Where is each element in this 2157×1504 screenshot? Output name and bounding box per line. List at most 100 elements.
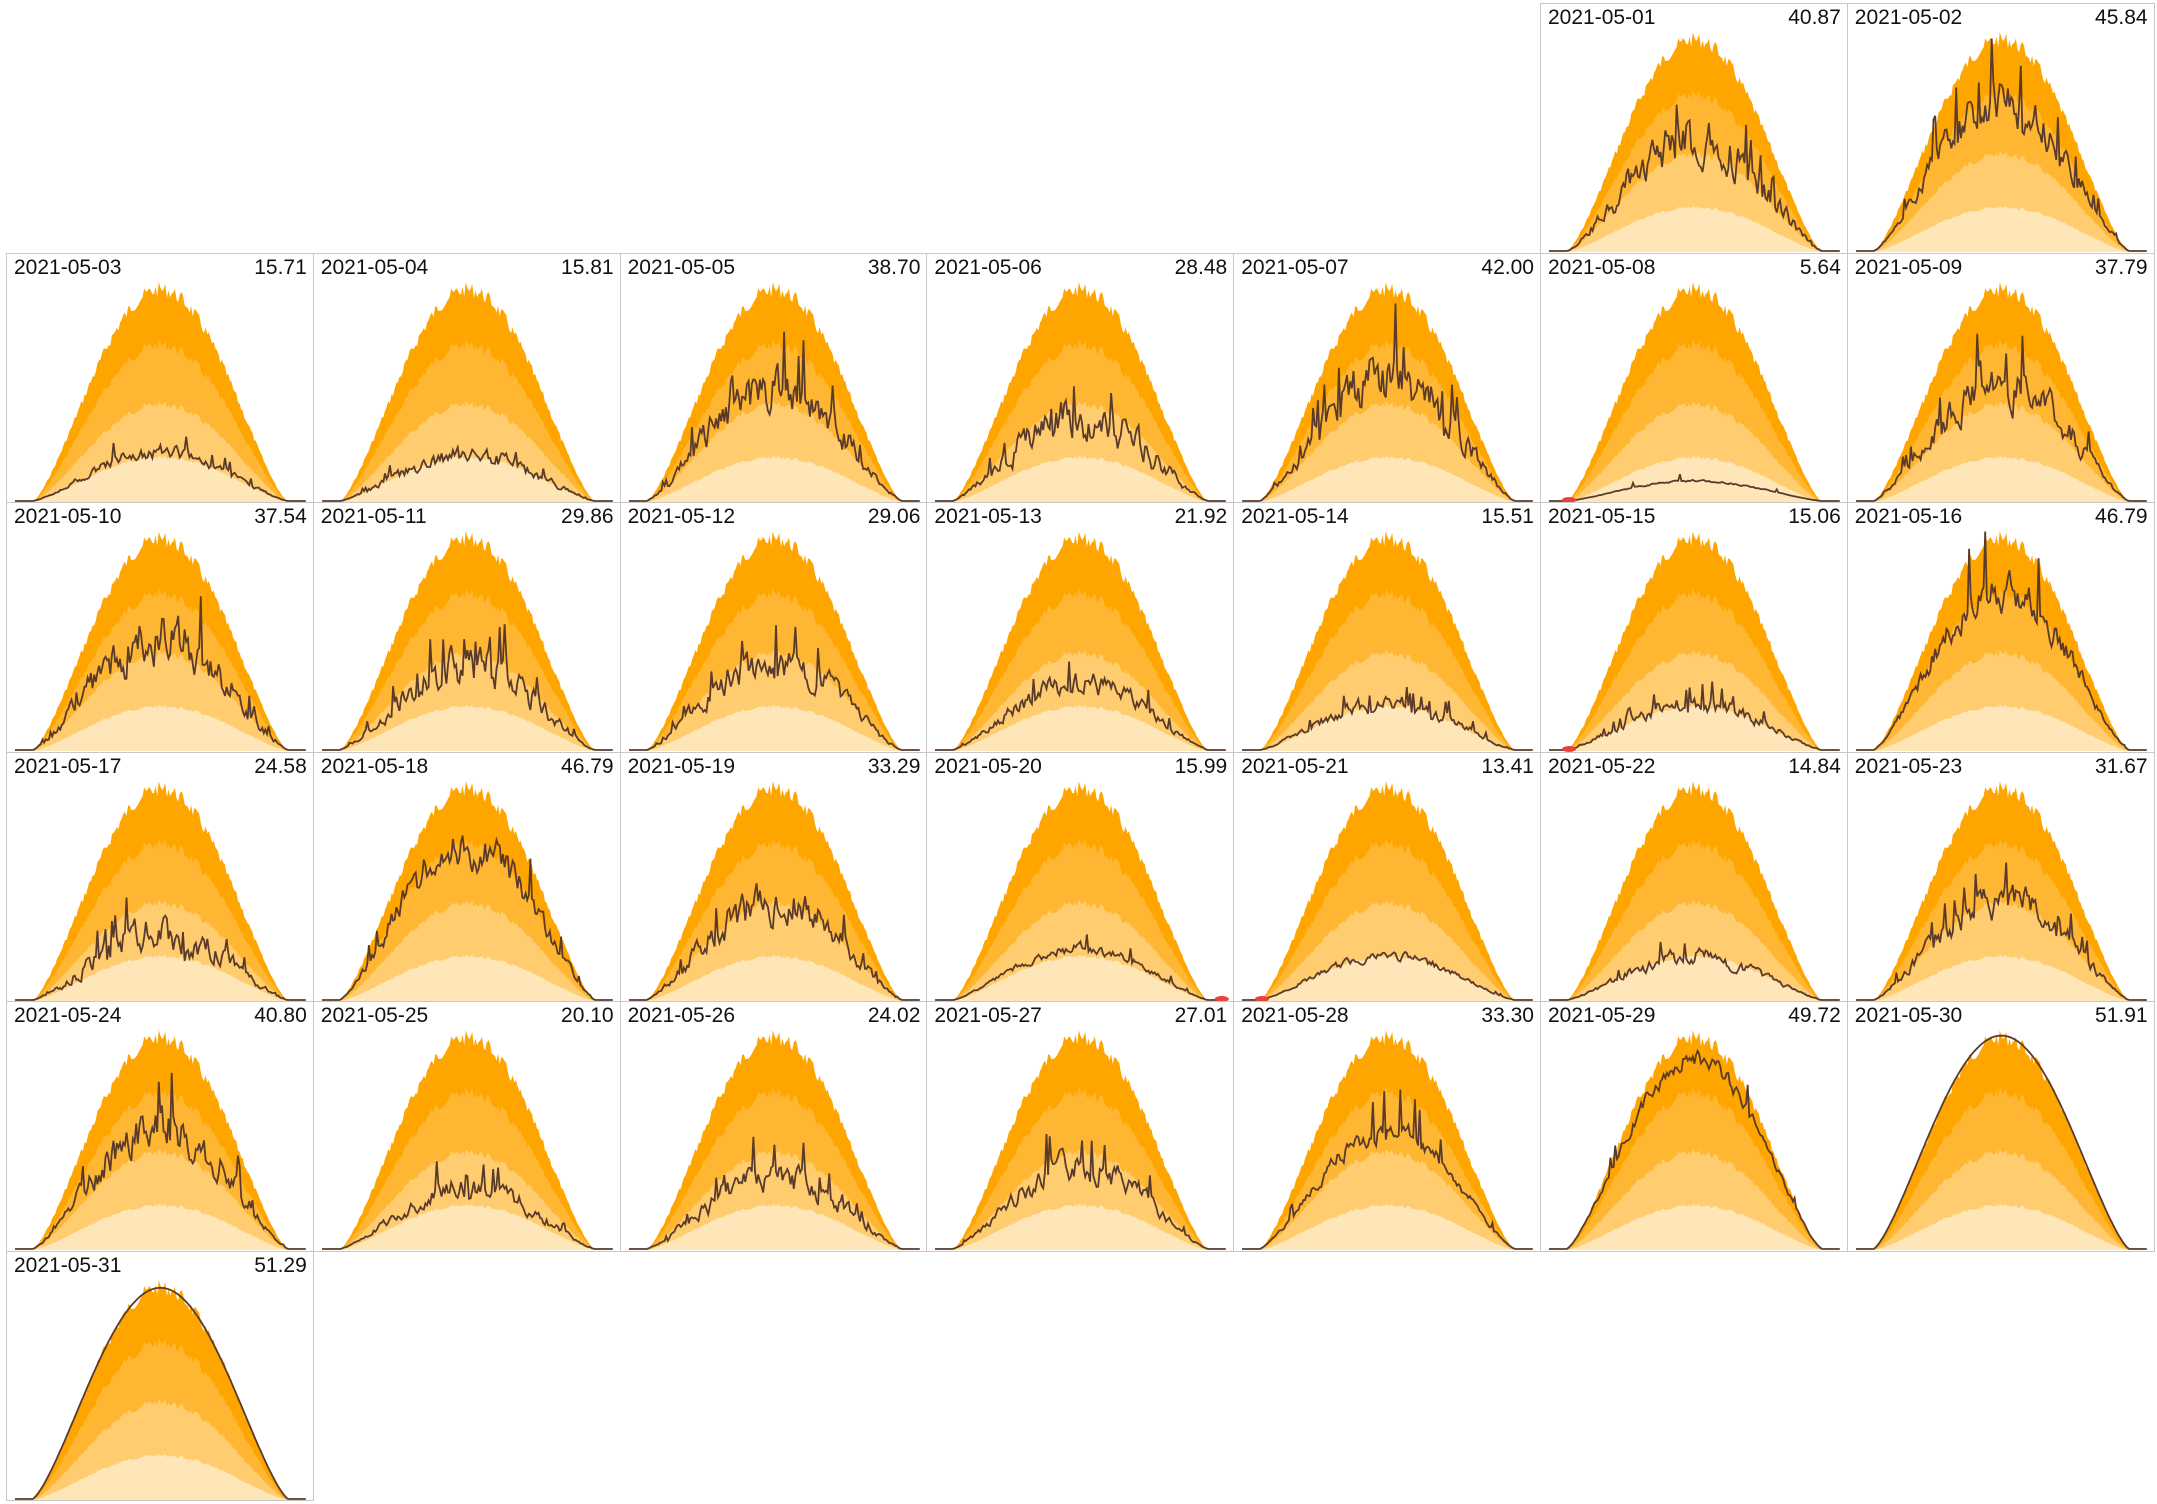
- band-inner: [1549, 704, 1840, 751]
- day-chart: [935, 1030, 1227, 1250]
- day-total-label: 20.10: [561, 1004, 614, 1027]
- observed-line: [1549, 941, 1840, 1001]
- observed-line: [15, 1286, 306, 1500]
- day-total-label: 33.30: [1481, 1004, 1534, 1027]
- band-inner: [628, 954, 920, 1001]
- day-panel: 2021-05-17 24.58: [6, 751, 314, 1002]
- band-middle: [628, 899, 920, 1001]
- band-middle: [1855, 1148, 2147, 1250]
- day-total-label: 49.72: [1788, 1004, 1841, 1027]
- day-chart: [1549, 1030, 1840, 1250]
- band-middle: [321, 899, 613, 1001]
- observed-line: [15, 1072, 306, 1250]
- band-inner: [935, 704, 1227, 751]
- day-date-label: 2021-05-20: [934, 754, 1042, 778]
- observed-line: [1549, 1048, 1840, 1250]
- band-middle: [1242, 400, 1533, 502]
- day-date-label: 2021-05-13: [934, 505, 1042, 528]
- day-panel: 2021-05-06 28.48: [926, 252, 1235, 503]
- day-date-label: 2021-05-29: [1548, 1004, 1656, 1027]
- day-total-label: 33.29: [867, 754, 921, 778]
- calendar-grid: 2021-05-01 40.87 2021-05-02 45.84 2021-05-03…: [6, 3, 2155, 1503]
- observed-line: [935, 1133, 1227, 1250]
- day-total-label: 29.86: [561, 505, 614, 528]
- band-middle: [1242, 1148, 1533, 1250]
- band-middle: [935, 649, 1227, 751]
- day-total-label: 27.01: [1174, 1004, 1228, 1027]
- day-chart: [321, 281, 613, 502]
- day-total-label: 21.92: [1174, 505, 1228, 528]
- low-marker: [1562, 746, 1576, 752]
- observed-line: [321, 443, 613, 502]
- band-inner: [628, 455, 920, 502]
- day-panel: 2021-05-14 15.51: [1233, 502, 1541, 753]
- band-inner: [1855, 704, 2147, 751]
- day-total-label: 14.84: [1788, 754, 1841, 778]
- day-total-label: 15.99: [1174, 754, 1228, 778]
- observed-line: [1242, 950, 1533, 1001]
- day-total-label: 46.79: [561, 754, 614, 778]
- day-total-label: 5.64: [1799, 255, 1841, 279]
- observed-line: [321, 834, 613, 1001]
- band-middle: [321, 1148, 613, 1250]
- day-total-label: 38.70: [867, 255, 921, 279]
- day-chart: [628, 1030, 920, 1250]
- observed-line: [1855, 1034, 2147, 1250]
- day-date-label: 2021-05-07: [1241, 255, 1349, 279]
- day-panel: 2021-05-19 33.29: [619, 751, 928, 1002]
- day-chart: [321, 780, 613, 1001]
- day-total-label: 24.58: [254, 754, 307, 778]
- day-total-label: 13.41: [1481, 754, 1534, 778]
- day-chart: [1855, 281, 2147, 502]
- day-date-label: 2021-05-05: [627, 255, 736, 279]
- day-date-label: 2021-05-15: [1548, 505, 1656, 528]
- day-date-label: 2021-05-21: [1241, 754, 1349, 778]
- band-middle: [1855, 400, 2147, 502]
- day-chart: [1549, 32, 1840, 253]
- day-total-label: 29.06: [867, 505, 921, 528]
- day-date-label: 2021-05-14: [1241, 505, 1349, 528]
- day-date-label: 2021-05-03: [14, 255, 122, 279]
- observed-line: [15, 596, 306, 751]
- observed-line: [1242, 1089, 1533, 1250]
- day-chart: [1855, 531, 2147, 751]
- day-chart: [935, 780, 1230, 1002]
- day-chart: [321, 531, 613, 751]
- day-chart: [15, 281, 306, 502]
- day-panel: 2021-05-24 40.80: [6, 1001, 314, 1252]
- band-middle: [1855, 150, 2147, 252]
- band-middle: [628, 1148, 920, 1250]
- day-date-label: 2021-05-02: [1854, 6, 1963, 29]
- band-middle: [628, 400, 920, 502]
- day-panel: 2021-05-02 45.84: [1846, 3, 2155, 254]
- day-panel: 2021-05-10 37.54: [6, 502, 314, 753]
- observed-line: [1242, 687, 1533, 751]
- day-panel: 2021-05-28 33.30: [1233, 1001, 1541, 1252]
- day-panel: 2021-05-11 29.86: [312, 502, 621, 753]
- band-inner: [935, 1203, 1227, 1250]
- day-chart: [628, 531, 920, 751]
- day-chart: [935, 281, 1227, 502]
- day-total-label: 15.06: [1788, 505, 1841, 528]
- band-inner: [321, 704, 613, 751]
- day-total-label: 37.54: [254, 505, 307, 528]
- band-middle: [1549, 400, 1840, 502]
- day-panel: 2021-05-18 46.79: [312, 751, 621, 1002]
- band-inner: [1242, 704, 1533, 751]
- day-chart: [1242, 1030, 1533, 1250]
- band-inner: [15, 1453, 306, 1500]
- day-date-label: 2021-05-04: [320, 255, 429, 279]
- day-chart: [321, 1030, 613, 1250]
- band-inner: [1549, 954, 1840, 1001]
- observed-line: [321, 1161, 613, 1250]
- day-panel: 2021-05-21 13.41: [1233, 751, 1541, 1002]
- observed-line: [1549, 104, 1840, 252]
- day-panel: 2021-05-03 15.71: [6, 252, 314, 503]
- day-chart: [1242, 281, 1533, 502]
- observed-line: [15, 435, 306, 502]
- day-total-label: 40.80: [254, 1004, 307, 1027]
- day-total-label: 51.29: [254, 1253, 307, 1277]
- day-panel: 2021-05-12 29.06: [619, 502, 928, 753]
- band-middle: [628, 649, 920, 751]
- band-inner: [1242, 954, 1533, 1001]
